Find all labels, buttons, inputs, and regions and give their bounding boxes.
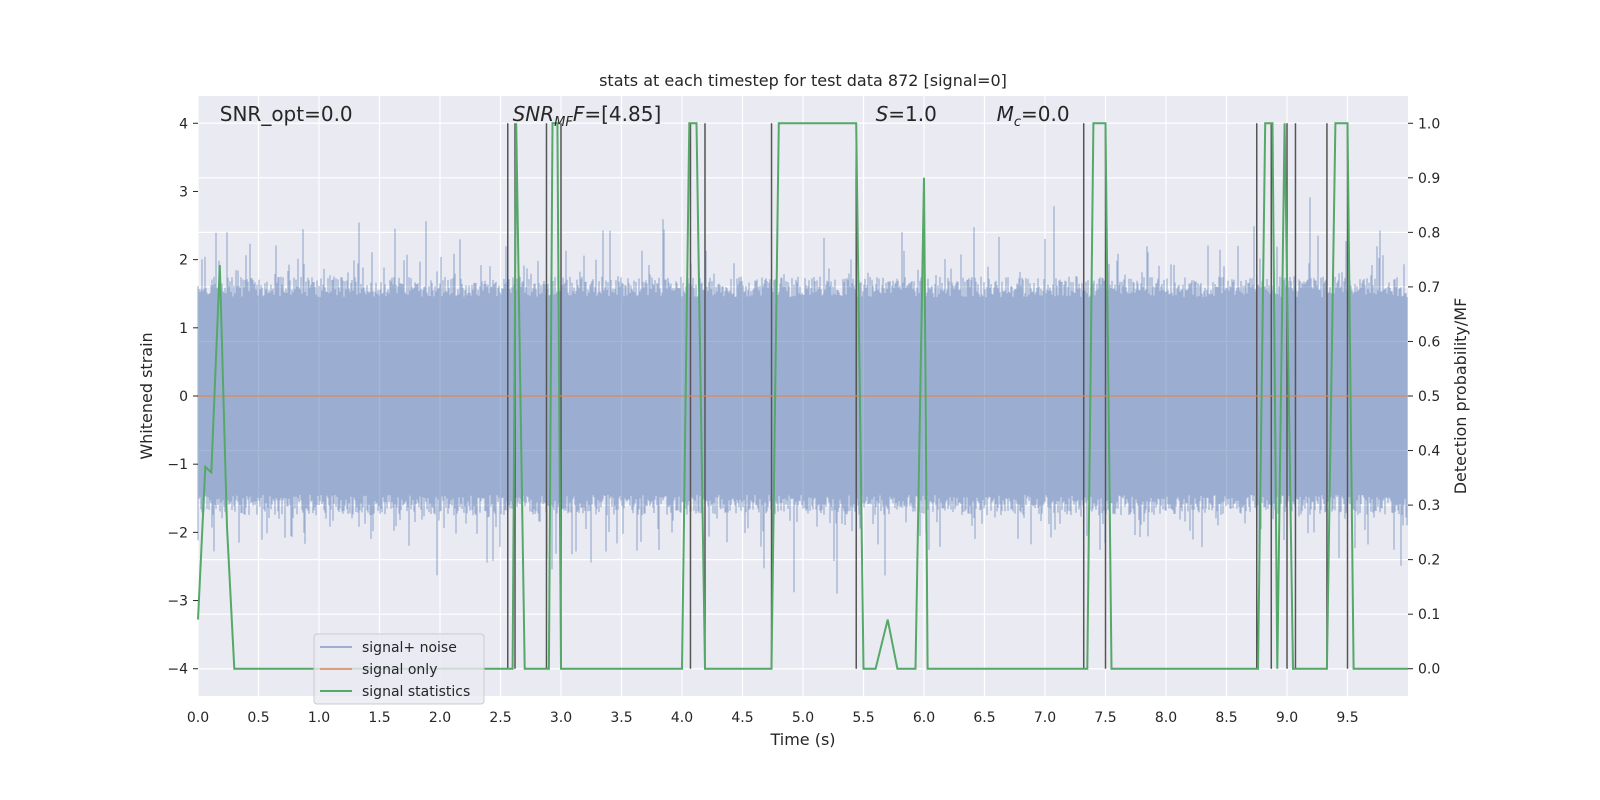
x-tick-11: 5.5 [852, 710, 874, 726]
y-right-axis-label: Detection probability/MF [1451, 298, 1470, 495]
y-left-axis-label: Whitened strain [137, 332, 156, 459]
annotation-2: S=1.0 [876, 102, 937, 126]
x-tick-8: 4.0 [671, 710, 693, 726]
y-right-tick-8: 0.2 [1418, 553, 1440, 569]
y-right-tick-labels: 1.0 0.9 0.8 0.7 0.6 0.5 0.4 0.3 0.2 0.1 0.0 [1408, 116, 1440, 678]
x-tick-15: 7.5 [1094, 710, 1116, 726]
annotation-1: SNRMFF=[4.85] [513, 102, 662, 130]
x-tick-9: 4.5 [731, 710, 753, 726]
y-right-tick-7: 0.3 [1418, 498, 1440, 514]
x-tick-18: 9.0 [1276, 710, 1298, 726]
x-tick-2: 1.0 [308, 710, 330, 726]
x-tick-4: 2.0 [429, 710, 451, 726]
x-tick-6: 3.0 [550, 710, 572, 726]
y-left-tick-6: −2 [167, 525, 188, 541]
noise-series [197, 197, 1408, 594]
y-right-tick-9: 0.1 [1418, 607, 1440, 623]
legend-label-noise: signal+ noise [362, 640, 457, 656]
y-left-tick-8: −4 [167, 662, 188, 678]
x-tick-3: 1.5 [368, 710, 390, 726]
annotation-3: Mc=0.0 [997, 102, 1070, 130]
y-right-tick-2: 0.8 [1418, 225, 1440, 241]
y-left-tick-0: 4 [179, 116, 188, 132]
legend: signal+ noise signal only signal statist… [313, 633, 485, 705]
y-right-tick-10: 0.0 [1418, 662, 1440, 678]
annotations: SNR_opt=0.0 SNRMFF=[4.85] S=1.0 Mc=0.0 [220, 102, 1070, 130]
y-right-tick-3: 0.7 [1418, 280, 1440, 296]
y-left-tick-1: 3 [179, 184, 188, 200]
x-axis-label: Time (s) [769, 730, 835, 749]
x-tick-7: 3.5 [610, 710, 632, 726]
stats-line [197, 122, 1408, 670]
x-tick-labels: 0.0 0.5 1.0 1.5 2.0 2.5 3.0 3.5 4.0 4.5 5.0 5.5 6.0 6… [187, 710, 1359, 726]
y-left-tick-5: −1 [167, 457, 188, 473]
y-left-tick-4: 0 [179, 389, 188, 405]
y-right-tick-5: 0.5 [1418, 389, 1440, 405]
annotation-0: SNR_opt=0.0 [220, 102, 353, 126]
y-right-tick-4: 0.6 [1418, 334, 1440, 350]
x-tick-0: 0.0 [187, 710, 209, 726]
signal-statistics-series [197, 122, 1408, 670]
x-tick-14: 7.0 [1034, 710, 1056, 726]
chart-title: stats at each timestep for test data 872… [599, 71, 1007, 90]
x-tick-10: 5.0 [792, 710, 814, 726]
y-left-tick-labels: 4 3 2 1 0 −1 −2 −3 −4 [167, 116, 198, 678]
y-right-tick-0: 1.0 [1418, 116, 1440, 132]
x-tick-19: 9.5 [1336, 710, 1358, 726]
x-tick-16: 8.0 [1155, 710, 1177, 726]
y-left-tick-2: 2 [179, 253, 188, 269]
legend-box [313, 633, 485, 705]
y-left-tick-7: −3 [167, 594, 188, 610]
y-right-tick-1: 0.9 [1418, 171, 1440, 187]
y-left-tick-3: 1 [179, 321, 188, 337]
x-tick-13: 6.5 [973, 710, 995, 726]
x-tick-5: 2.5 [489, 710, 511, 726]
y-right-tick-6: 0.4 [1418, 444, 1440, 460]
x-tick-17: 8.5 [1215, 710, 1237, 726]
legend-label-signal: signal only [362, 662, 437, 678]
noise-trace [197, 197, 1408, 594]
legend-label-stats: signal statistics [362, 684, 470, 700]
x-tick-1: 0.5 [247, 710, 269, 726]
x-tick-12: 6.0 [913, 710, 935, 726]
